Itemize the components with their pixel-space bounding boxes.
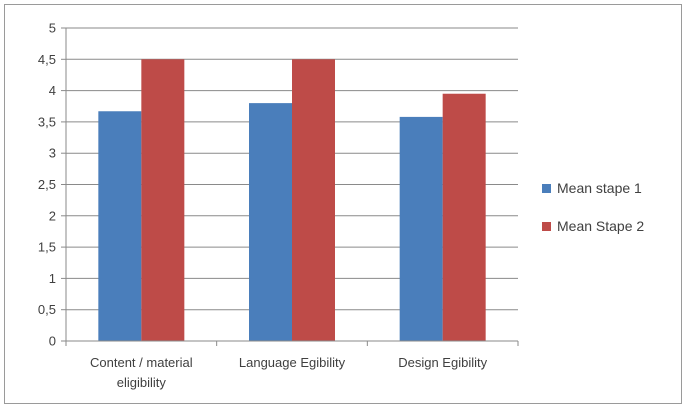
y-tick-label: 3 <box>49 146 56 161</box>
y-tick-label: 3,5 <box>38 114 56 129</box>
x-category-label: Content / material eligibility <box>90 355 193 390</box>
y-tick-label: 0 <box>49 334 56 349</box>
bar-2-2 <box>292 59 335 342</box>
x-category-label: Language Egibility <box>239 355 346 370</box>
bar-chart: 0 0,5 1 1,5 2 2,5 3 3,5 4 4,5 5 Content / material e… <box>38 21 644 391</box>
bar-1-1 <box>98 111 142 342</box>
x-category-label: Design Egibility <box>398 355 487 370</box>
legend-swatch <box>542 222 551 231</box>
y-tick-label: 4,5 <box>38 52 56 67</box>
axes: 0 0,5 1 1,5 2 2,5 3 3,5 4 4,5 5 Content / material e… <box>38 21 519 390</box>
bar-2-3 <box>442 93 486 341</box>
legend-swatch <box>542 184 551 193</box>
bar-2-1 <box>141 59 185 342</box>
y-tick-label: 0,5 <box>38 302 56 317</box>
legend: Mean stape 1 Mean Stape 2 <box>542 180 644 234</box>
bars <box>98 59 486 342</box>
y-tick-label: 2,5 <box>38 177 56 192</box>
y-tick-label: 5 <box>49 21 56 36</box>
y-tick-label: 1,5 <box>38 240 56 255</box>
y-tick-label: 1 <box>49 271 56 286</box>
y-tick-label: 4 <box>49 83 56 98</box>
legend-label: Mean stape 1 <box>557 180 642 196</box>
y-tick-label: 2 <box>49 208 56 223</box>
bar-1-3 <box>399 116 443 341</box>
legend-label: Mean Stape 2 <box>557 218 644 234</box>
chart-frame: 0 0,5 1 1,5 2 2,5 3 3,5 4 4,5 5 Content / material e… <box>4 4 682 404</box>
bar-1-2 <box>249 103 292 342</box>
